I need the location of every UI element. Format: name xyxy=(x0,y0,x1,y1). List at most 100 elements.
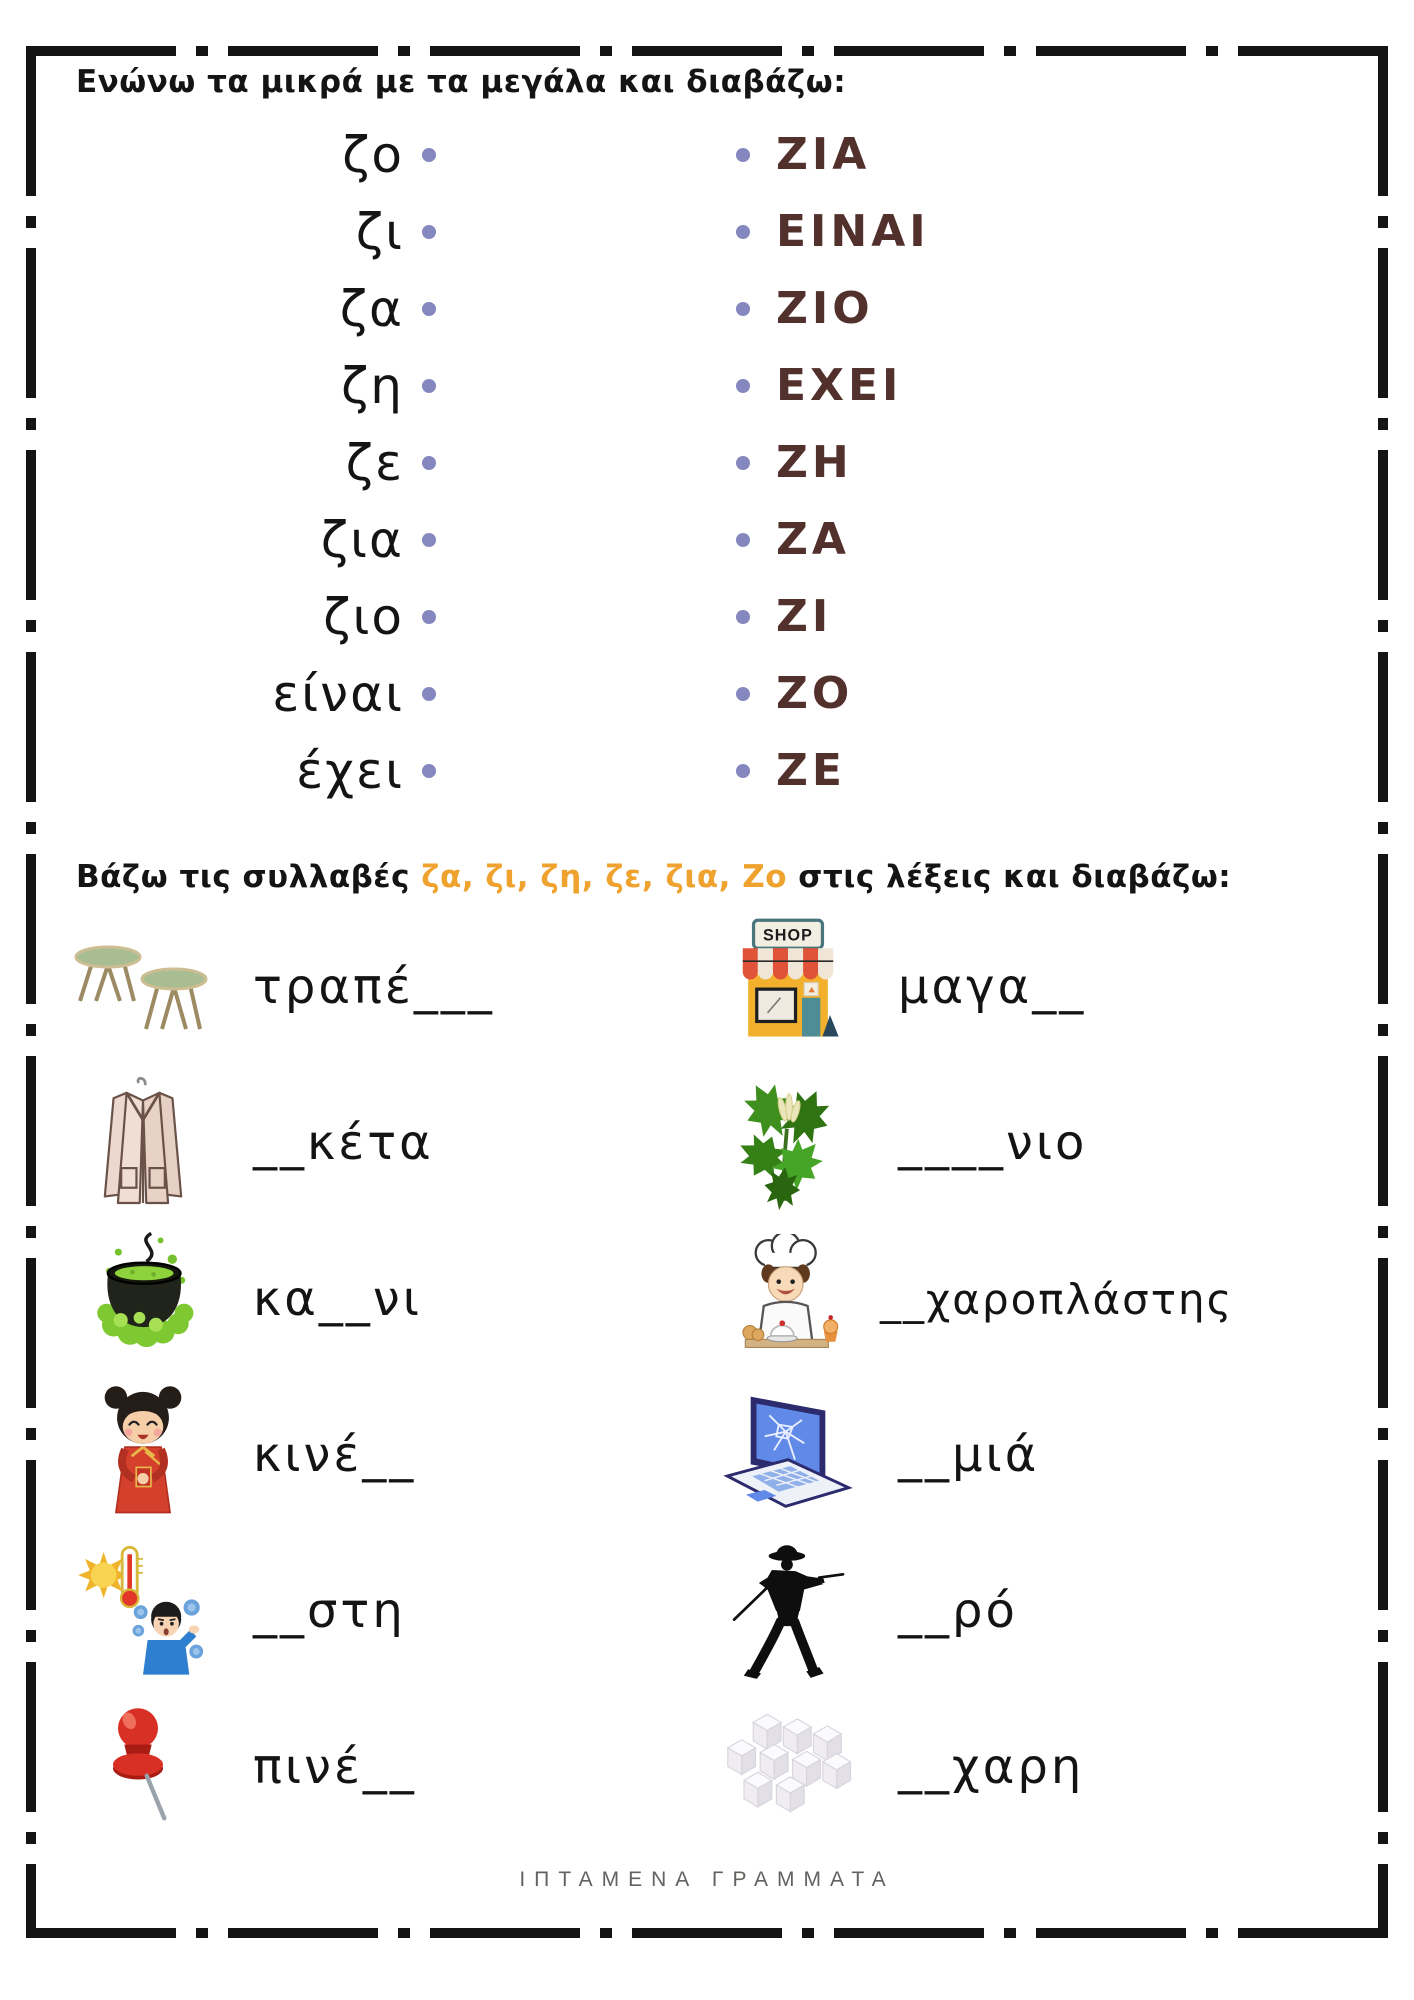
exercise-cauldron: κα__νι xyxy=(60,1221,705,1377)
exercise-word[interactable]: __στη xyxy=(253,1583,406,1639)
shop-image: SHOP xyxy=(705,918,870,1056)
match-dot[interactable] xyxy=(422,686,436,701)
exercise-push-pin: πινέ__ xyxy=(60,1689,705,1845)
lowercase-syllable: ζιο xyxy=(323,587,404,646)
match-dot[interactable] xyxy=(422,532,436,547)
exercise-chinese-girl: κινέ__ xyxy=(60,1377,705,1533)
page-border-right xyxy=(1378,46,1388,1938)
shop-sign-text: SHOP xyxy=(762,927,812,945)
match-dot[interactable] xyxy=(422,763,436,778)
match-row: ΖΙΑ xyxy=(736,116,930,193)
match-dot[interactable] xyxy=(736,301,750,316)
exercise-word[interactable]: __ρό xyxy=(898,1583,1018,1639)
exercise-pastry-chef: __χαροπλάστης xyxy=(705,1221,1374,1377)
match-dot[interactable] xyxy=(736,763,750,778)
push-pin-image xyxy=(60,1703,225,1831)
exercise-word[interactable]: ____νιο xyxy=(898,1115,1088,1171)
fill-in-section-title: Βάζω τις συλλαβές ζα, ζι, ζη, ζε, ζια, Ζ… xyxy=(76,859,1374,895)
exercise-word[interactable]: __μιά xyxy=(898,1427,1040,1483)
lowercase-syllable: είναι xyxy=(272,664,404,723)
match-dot[interactable] xyxy=(422,378,436,393)
page-border-bottom xyxy=(26,1928,1388,1938)
match-row: ΖΑ xyxy=(736,501,930,578)
lowercase-syllable: ζε xyxy=(345,433,404,492)
highlighted-syllables: ζα, ζι, ζη, ζε, ζια, Ζο xyxy=(421,859,788,895)
match-dot[interactable] xyxy=(736,455,750,470)
sugar-cubes-image xyxy=(705,1712,870,1822)
uppercase-syllable: ΖΕ xyxy=(776,745,846,796)
brand-footer: ΙΠΤΑΜΕΝΑ ΓΡΑΜΜΑΤΑ xyxy=(519,1868,895,1891)
lowercase-column: ζο ζι ζα ζη ζε ζια ζιο είναι έχει xyxy=(76,116,436,809)
jacket-image xyxy=(60,1072,225,1214)
lowercase-syllable: ζα xyxy=(339,279,404,338)
uppercase-column: ΖΙΑ ΕΙΝΑΙ ΖΙΟ ΕΧΕΙ ΖΗ ΖΑ ΖΙ ΖΟ ΖΕ xyxy=(736,116,930,809)
lowercase-syllable: ζι xyxy=(355,202,404,261)
exercise-word[interactable]: κινέ__ xyxy=(253,1427,417,1483)
match-row: ΖΙΟ xyxy=(736,270,930,347)
match-dot[interactable] xyxy=(736,686,750,701)
uppercase-syllable: ΖΙΟ xyxy=(776,283,874,334)
match-dot[interactable] xyxy=(736,378,750,393)
match-dot[interactable] xyxy=(736,224,750,239)
exercise-broken-laptop: __μιά xyxy=(705,1377,1374,1533)
match-row: ΖΕ xyxy=(736,732,930,809)
uppercase-syllable: ΕΧΕΙ xyxy=(776,360,903,411)
exercise-word[interactable]: κα__νι xyxy=(253,1271,422,1327)
matching-exercise: ζο ζι ζα ζη ζε ζια ζιο είναι έχει ΖΙΑ ΕΙ… xyxy=(40,116,1374,809)
exercise-word[interactable]: __χαροπλάστης xyxy=(880,1274,1234,1324)
uppercase-syllable: ΕΙΝΑΙ xyxy=(776,206,930,257)
match-row: ζη xyxy=(76,347,436,424)
match-dot[interactable] xyxy=(736,609,750,624)
match-dot[interactable] xyxy=(422,147,436,162)
uppercase-syllable: ΖΑ xyxy=(776,514,850,565)
exercise-shop: SHOP xyxy=(705,909,1374,1065)
exercise-hot-weather: __στη xyxy=(60,1533,705,1689)
title-prefix: Βάζω τις συλλαβές xyxy=(76,859,422,895)
worksheet: Ενώνω τα μικρά με τα μεγάλα και διαβάζω:… xyxy=(40,56,1374,1940)
match-row: έχει xyxy=(76,732,436,809)
match-dot[interactable] xyxy=(736,532,750,547)
match-row: ζια xyxy=(76,501,436,578)
exercise-word[interactable]: τραπέ___ xyxy=(253,959,495,1015)
exercise-word[interactable]: __χαρη xyxy=(898,1739,1085,1795)
exercise-jacket: __κέτα xyxy=(60,1065,705,1221)
match-row: ΖΙ xyxy=(736,578,930,655)
match-dot[interactable] xyxy=(422,301,436,316)
fill-in-grid: τραπέ___ SHOP xyxy=(60,909,1374,1845)
lowercase-syllable: ζο xyxy=(342,125,404,184)
match-row: ζα xyxy=(76,270,436,347)
uppercase-syllable: ΖΙ xyxy=(776,591,833,642)
match-row: ΕΙΝΑΙ xyxy=(736,193,930,270)
cauldron-image xyxy=(60,1231,225,1367)
hot-weather-image xyxy=(60,1545,225,1677)
match-row: είναι xyxy=(76,655,436,732)
exercise-word[interactable]: πινέ__ xyxy=(253,1739,417,1795)
exercise-sugar-cubes: __χαρη xyxy=(705,1689,1374,1845)
holly-plant-image xyxy=(705,1072,870,1214)
match-dot[interactable] xyxy=(422,609,436,624)
exercise-holly: ____νιο xyxy=(705,1065,1374,1221)
match-dot[interactable] xyxy=(736,147,750,162)
match-dot[interactable] xyxy=(422,455,436,470)
lowercase-syllable: ζια xyxy=(320,510,404,569)
tables-image xyxy=(60,937,225,1037)
match-row: ΖΗ xyxy=(736,424,930,501)
match-row: ζο xyxy=(76,116,436,193)
zorro-image xyxy=(705,1542,870,1680)
match-row: ζιο xyxy=(76,578,436,655)
lowercase-syllable: ζη xyxy=(341,356,404,415)
chinese-girl-image xyxy=(60,1384,225,1526)
page-border-top xyxy=(26,46,1388,56)
exercise-zorro: __ρό xyxy=(705,1533,1374,1689)
uppercase-syllable: ΖΙΑ xyxy=(776,129,871,180)
match-row: ΕΧΕΙ xyxy=(736,347,930,424)
pastry-chef-image xyxy=(705,1234,870,1364)
matching-section-title: Ενώνω τα μικρά με τα μεγάλα και διαβάζω: xyxy=(76,64,847,100)
match-row: ζε xyxy=(76,424,436,501)
exercise-word[interactable]: __κέτα xyxy=(253,1115,434,1171)
exercise-tables: τραπέ___ xyxy=(60,909,705,1065)
match-dot[interactable] xyxy=(422,224,436,239)
title-suffix: στις λέξεις και διαβάζω: xyxy=(787,859,1232,895)
exercise-word[interactable]: μαγα__ xyxy=(898,959,1087,1015)
page-border-left xyxy=(26,46,36,1938)
